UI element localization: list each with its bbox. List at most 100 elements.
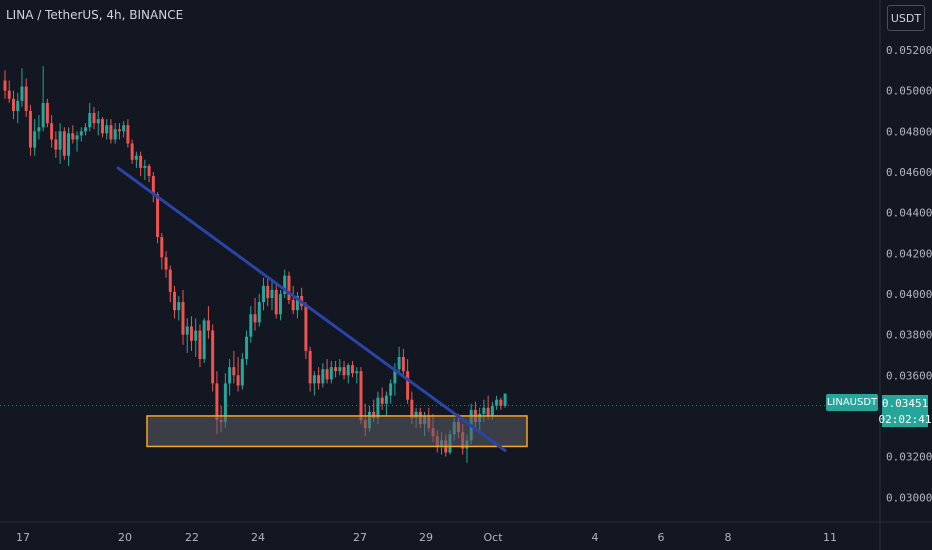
candle [270,281,274,311]
candle-body [24,86,28,111]
candle-body [109,125,113,140]
candle-body [283,275,287,294]
candle-body [185,326,189,335]
candle-body [351,365,355,374]
candle [321,363,325,388]
time-tick-label: 22 [185,531,199,544]
candle [139,151,143,177]
candle [334,361,338,378]
symbol-title[interactable]: LINA / TetherUS, 4h, BINANCE [6,8,184,22]
candle-body [240,359,244,386]
candle-body [317,375,321,384]
candle [50,115,54,148]
candle [62,127,66,160]
candle-body [71,133,75,140]
time-tick-label: Oct [483,531,503,544]
candle-body [321,369,325,384]
candle [122,121,126,138]
candle [194,318,198,357]
candle [253,298,257,331]
candle-body [312,375,316,384]
candle-body [45,102,49,124]
candle [249,306,253,343]
time-tick-label: 6 [658,531,665,544]
candle [206,306,210,339]
candle [257,293,261,327]
candle [262,277,266,311]
candle-body [11,98,15,111]
candle-body [211,330,215,384]
candle [198,324,202,368]
candle [384,391,388,416]
candle [109,119,113,144]
candle-body [198,330,202,360]
candle-body [308,350,312,384]
candle [503,393,507,408]
candle-body [75,135,79,140]
candle-body [223,383,227,423]
candle-body [105,125,109,134]
candle [232,350,236,384]
candle-body [384,395,388,404]
time-axis[interactable]: 17 20 22 24 27 29 Oct 4 6 8 11 [0,521,932,544]
candle-body [37,127,41,132]
candle-body [156,194,160,238]
candle-body [482,407,486,414]
candle-body [130,143,134,160]
candle [67,127,71,166]
candle [317,367,321,390]
candle-body [168,269,172,292]
candle [33,119,37,156]
candle-body [342,367,346,376]
candle-body [380,397,384,404]
candle-body [232,367,236,376]
candle [20,68,24,107]
candle [495,395,499,410]
candle-body [117,129,121,132]
candle [134,151,138,168]
candle-body [3,80,7,91]
symbol-badge: LINAUSDT [826,394,878,411]
candle-body [113,129,117,140]
candle-body [126,125,130,144]
candle-body [54,139,58,150]
candle-body [88,113,92,128]
candle [16,92,20,124]
candle-body [490,405,494,416]
candle [71,125,75,144]
candle [308,346,312,392]
candle-body [499,399,503,406]
candle [245,330,249,366]
candle-body [160,237,164,258]
candle-body [189,326,193,341]
candle-body [397,356,401,370]
descending-trendline [116,166,507,453]
price-axis[interactable]: 0.05200 0.05000 0.04800 0.04600 0.04400 0.042… [879,0,932,550]
price-tick-label: 0.05200 [886,44,932,57]
candle-body [215,383,219,421]
price-tick-label: 0.03000 [886,491,932,504]
candle-body [143,165,147,168]
candle [312,371,316,396]
candle-body [58,131,62,150]
candle-body [139,155,143,168]
candle-body [262,285,266,303]
candle-body [291,300,295,311]
candle [100,117,104,138]
candle-body [503,393,507,406]
currency-button[interactable]: USDT [887,5,925,31]
candle-body [33,131,37,148]
time-tick-label: 20 [118,531,132,544]
candle [236,356,240,392]
countdown-label: 02:02:41 [878,411,932,427]
candle-body [359,371,363,421]
candle [266,277,270,307]
candle [160,232,164,270]
time-tick-label: 27 [353,531,367,544]
drawings-layer[interactable] [0,166,880,453]
candle [105,119,109,140]
candle-body [228,367,232,384]
candle [342,361,346,380]
